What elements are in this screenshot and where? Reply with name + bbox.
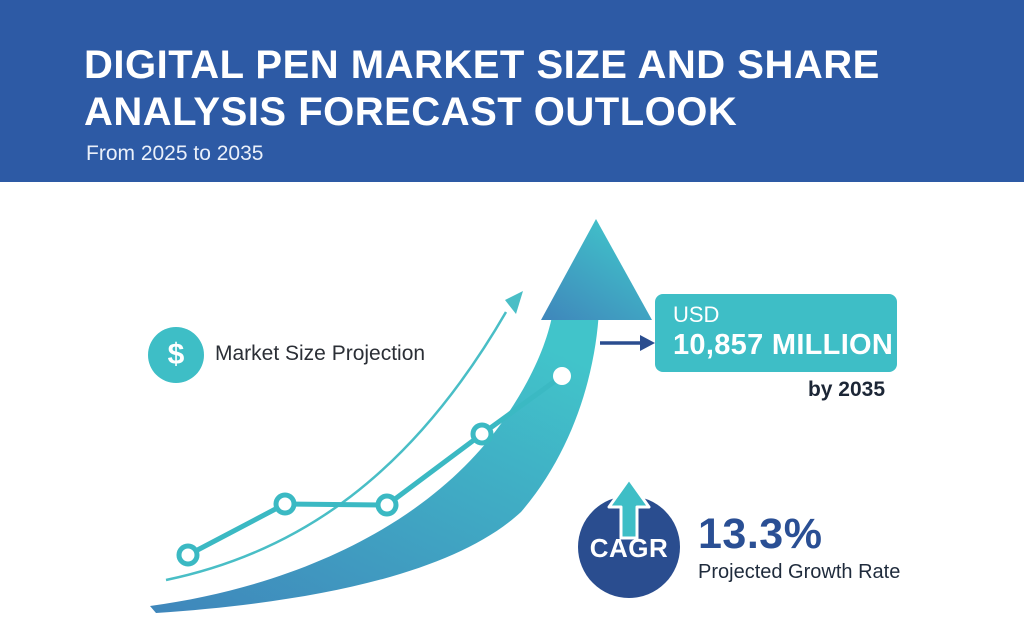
badge-amount: 10,857 MILLION	[673, 329, 894, 361]
dollar-symbol: $	[167, 338, 185, 371]
cagr-value: 13.3%	[698, 510, 823, 558]
projection-value-badge: USD 10,857 MILLION	[655, 294, 897, 372]
connector-arrowhead	[640, 335, 655, 351]
data-point-marker	[176, 543, 200, 567]
data-point-marker	[470, 422, 494, 446]
badge-currency: USD	[673, 302, 720, 327]
legend-label: Market Size Projection	[215, 342, 426, 365]
cagr-label: CAGR	[589, 533, 669, 563]
cagr-circle	[578, 496, 680, 598]
growth-arrow	[150, 219, 652, 613]
header-banner: DIGITAL PEN MARKET SIZE AND SHARE ANALYS…	[0, 0, 1024, 182]
thin-curve-arrowhead	[505, 291, 523, 314]
page-title-line2: ANALYSIS FORECAST OUTLOOK	[84, 90, 738, 134]
cagr-emblem	[578, 477, 680, 598]
data-point-marker	[375, 493, 399, 517]
page-title-line1: DIGITAL PEN MARKET SIZE AND SHARE	[84, 43, 880, 87]
connector-arrow	[600, 335, 655, 351]
page-title: DIGITAL PEN MARKET SIZE AND SHARE ANALYS…	[84, 42, 880, 136]
growth-arrowhead	[541, 219, 652, 320]
dollar-icon: $	[148, 327, 204, 383]
cagr-caption: Projected Growth Rate	[698, 561, 901, 583]
thin-trend-curve	[165, 291, 523, 582]
page-subtitle: From 2025 to 2035	[86, 142, 264, 165]
badge-timeframe: by 2035	[807, 378, 885, 401]
marker-line-series	[176, 367, 571, 567]
data-point-marker-final	[553, 367, 571, 385]
cagr-up-arrow-icon	[607, 477, 651, 540]
data-point-marker	[273, 492, 297, 516]
